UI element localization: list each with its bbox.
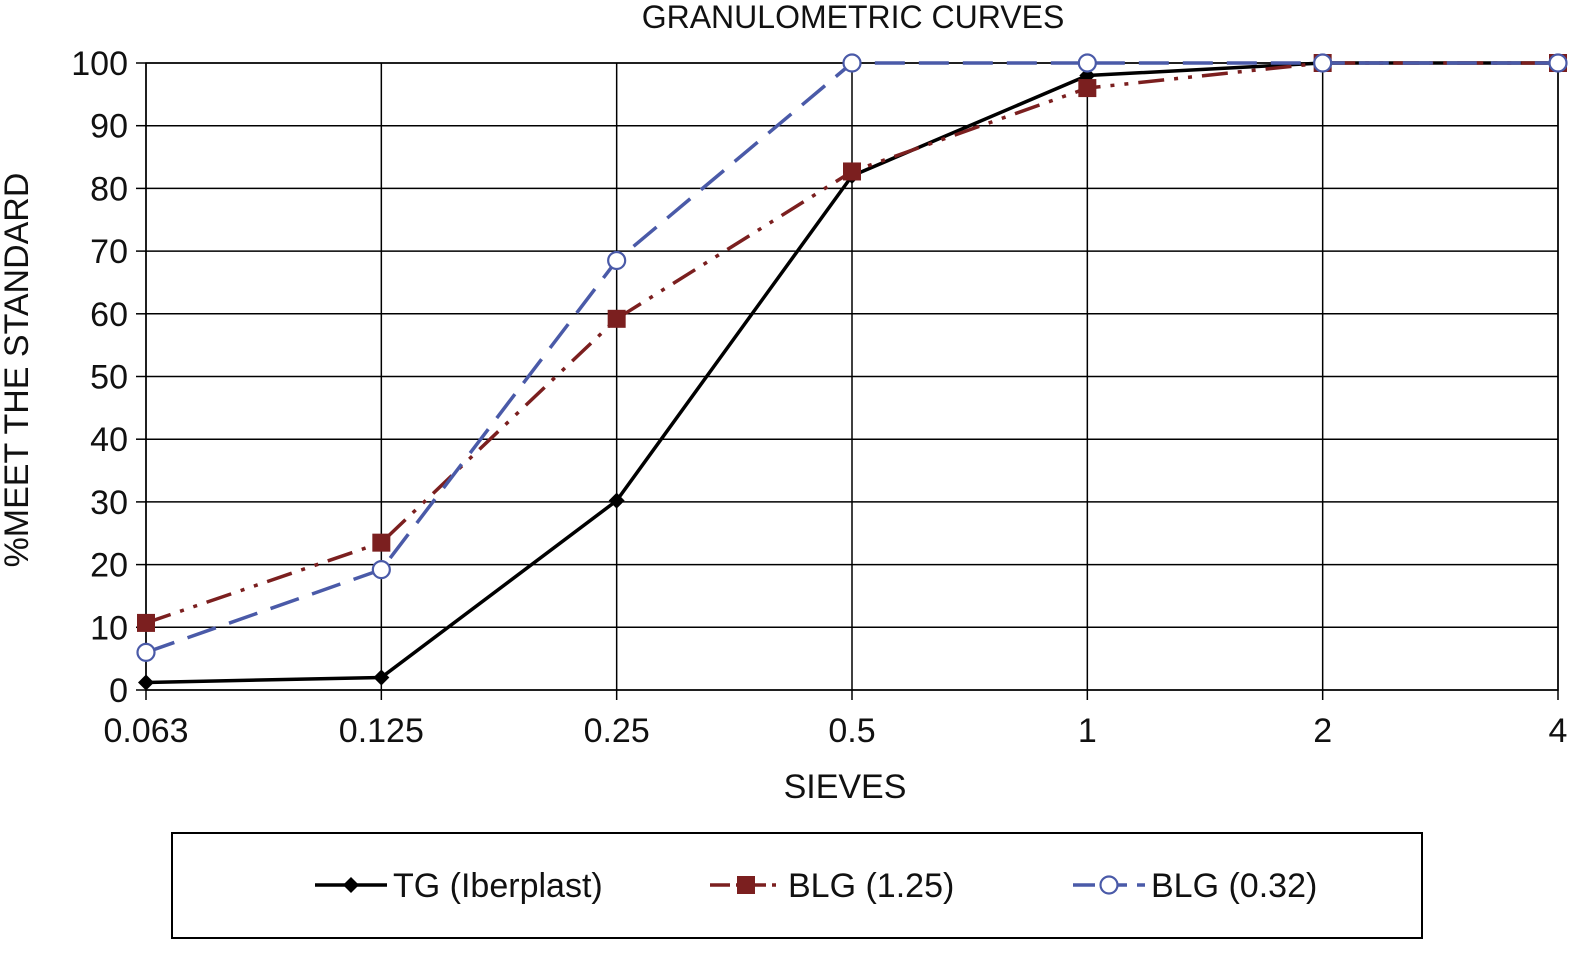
y-tick-label: 100 [71,45,128,83]
y-tick-label: 60 [90,296,128,334]
legend-label: BLG (0.32) [1151,867,1317,905]
grid-lines [136,62,1559,700]
y-tick-label: 30 [90,484,128,522]
series-point [1548,53,1568,73]
series-point [138,674,154,691]
series-point [1078,79,1097,98]
series-point [372,533,391,552]
y-tick-label: 0 [109,672,128,710]
series-point [1077,53,1097,73]
y-tick-labels: 0 10 20 30 40 50 60 70 80 90 100 [71,45,128,710]
series-point [607,309,626,328]
x-tick-label: 0.5 [828,712,875,750]
y-tick-label: 10 [90,609,128,647]
y-tick-label: 70 [90,233,128,271]
x-tick-label: 0.063 [103,712,188,750]
y-tick-label: 90 [90,108,128,146]
y-tick-label: 40 [90,421,128,459]
series-point [843,162,861,181]
x-axis-title: SIEVES [784,768,907,806]
chart-title: GRANULOMETRIC CURVES [642,0,1065,35]
x-tick-labels: 0.063 0.125 0.25 0.5 1 2 4 [103,712,1567,750]
y-tick-label: 50 [90,359,128,397]
legend-swatch-marker [1099,875,1119,895]
series-point [607,250,627,271]
series-point [1313,53,1333,73]
y-tick-label: 20 [90,547,128,585]
series-point [371,560,391,580]
x-tick-label: 2 [1313,712,1332,750]
x-tick-label: 1 [1078,712,1097,750]
legend-swatch-marker [343,877,359,893]
legend-label: TG (Iberplast) [393,867,603,905]
series-point [842,53,862,73]
series-point [373,669,390,686]
y-tick-label: 80 [90,170,128,208]
x-tick-label: 0.25 [584,712,650,750]
series-point [608,492,625,509]
x-tick-label: 4 [1549,712,1568,750]
series-point [136,642,156,662]
legend: TG (Iberplast) BLG (1.25) BLG (0.32) [315,867,1317,905]
series-point [137,613,155,632]
y-axis-title: %MEET THE STANDARD [0,173,36,568]
legend-swatch-marker [737,876,755,894]
series-markers [136,53,1568,691]
legend-label: BLG (1.25) [788,867,954,905]
x-tick-label: 0.125 [339,712,424,750]
